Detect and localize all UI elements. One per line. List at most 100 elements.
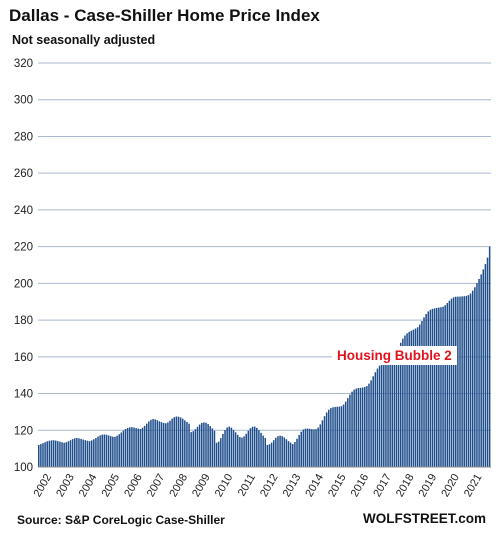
bar — [292, 444, 294, 467]
x-tick-label: 2002 — [32, 472, 55, 499]
bar — [192, 431, 195, 467]
bar — [438, 307, 440, 467]
bar — [236, 434, 239, 467]
bar — [124, 428, 127, 467]
x-tick-label: 2018 — [394, 472, 417, 499]
bar — [148, 421, 150, 467]
bar — [135, 428, 137, 467]
bar — [433, 308, 436, 467]
bar — [95, 437, 97, 467]
bar — [86, 440, 89, 467]
bar — [452, 297, 455, 467]
bar — [416, 327, 419, 467]
x-tick-label: 2014 — [303, 472, 326, 499]
bar — [444, 305, 446, 467]
bar — [357, 388, 360, 467]
bar — [302, 429, 305, 467]
bar — [469, 293, 472, 467]
bar — [118, 434, 120, 467]
source-note: Source: S&P CoreLogic Case-Shiller — [17, 513, 225, 527]
y-tick-label: 220 — [14, 242, 33, 254]
bar — [370, 380, 372, 467]
bar — [277, 436, 279, 467]
bar — [93, 439, 95, 467]
chart-subtitle: Not seasonally adjusted — [12, 33, 156, 47]
bar — [376, 368, 379, 467]
y-tick-label: 160 — [14, 352, 33, 364]
bar — [486, 257, 489, 467]
bar — [294, 442, 296, 467]
bar — [107, 435, 110, 467]
bar — [311, 429, 313, 467]
bar — [435, 307, 438, 467]
y-tick-label: 120 — [14, 425, 33, 437]
y-tick-label: 240 — [14, 205, 33, 217]
bar — [283, 437, 286, 467]
bar — [304, 428, 307, 467]
x-tick-label: 2008 — [167, 472, 190, 499]
bar — [319, 424, 322, 467]
bar — [160, 422, 163, 467]
gridlines — [38, 62, 491, 431]
bar — [76, 437, 78, 467]
bar — [232, 429, 235, 467]
y-tick-label: 200 — [14, 278, 33, 290]
bar — [184, 420, 186, 467]
bar — [395, 352, 398, 467]
bar — [177, 416, 180, 467]
x-tick-label: 2009 — [190, 472, 213, 499]
y-axis-tick-labels: 100 120 140 160 180 200 220 240 260 280 300 320 — [14, 58, 33, 474]
bar — [321, 420, 324, 467]
x-tick-label: 2012 — [258, 472, 281, 499]
bar — [482, 269, 485, 467]
bar — [112, 436, 114, 467]
bar — [167, 422, 169, 467]
x-tick-label: 2006 — [122, 472, 145, 499]
bar — [414, 328, 417, 467]
bar — [154, 419, 156, 467]
brand-logo: WOLFSTREET.com — [362, 511, 486, 526]
bar — [116, 435, 118, 467]
bar — [478, 278, 480, 467]
bar — [198, 424, 201, 467]
bar — [152, 419, 154, 467]
bar — [194, 429, 197, 467]
bar — [249, 428, 252, 467]
bar — [332, 407, 334, 467]
bar — [266, 444, 269, 467]
bar — [78, 438, 80, 467]
x-tick-label: 2015 — [326, 472, 349, 499]
bar — [391, 359, 394, 467]
bar — [427, 311, 430, 467]
bar — [476, 283, 478, 467]
bar — [245, 433, 247, 467]
bar — [243, 436, 245, 467]
annotation-housing-bubble: Housing Bubble 2 — [332, 346, 457, 365]
bar — [279, 435, 281, 467]
bar — [84, 440, 87, 467]
bar — [247, 430, 250, 467]
bar — [186, 422, 188, 467]
bar — [105, 434, 108, 467]
bar — [389, 359, 391, 467]
bar — [99, 435, 101, 467]
bar — [40, 444, 42, 467]
bar — [334, 406, 336, 467]
bar — [126, 427, 129, 467]
bar — [359, 387, 362, 467]
bar — [383, 362, 385, 467]
bar — [421, 321, 423, 467]
bar — [141, 427, 144, 467]
bar — [330, 408, 332, 467]
y-tick-label: 320 — [14, 58, 33, 70]
x-axis-tick-labels: 2002 2003 2004 2005 2006 2007 2008 2009 2010 2011… — [32, 472, 485, 499]
bar — [50, 440, 53, 467]
bar — [342, 404, 345, 467]
y-tick-label: 300 — [14, 95, 33, 107]
bar — [224, 430, 226, 467]
bar — [387, 360, 389, 467]
bar — [347, 398, 349, 467]
chart-title: Dallas - Case-Shiller Home Price Index — [9, 6, 320, 25]
bar — [188, 423, 190, 467]
bar — [226, 427, 228, 467]
